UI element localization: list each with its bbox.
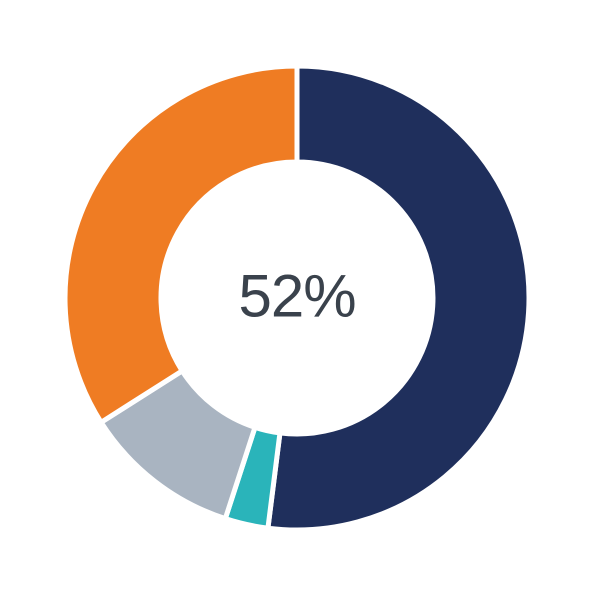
donut-segments <box>62 63 532 533</box>
donut-segment-orange[interactable] <box>62 63 300 426</box>
donut-segment-navy[interactable] <box>265 63 532 533</box>
donut-center-label: 52% <box>238 262 356 330</box>
